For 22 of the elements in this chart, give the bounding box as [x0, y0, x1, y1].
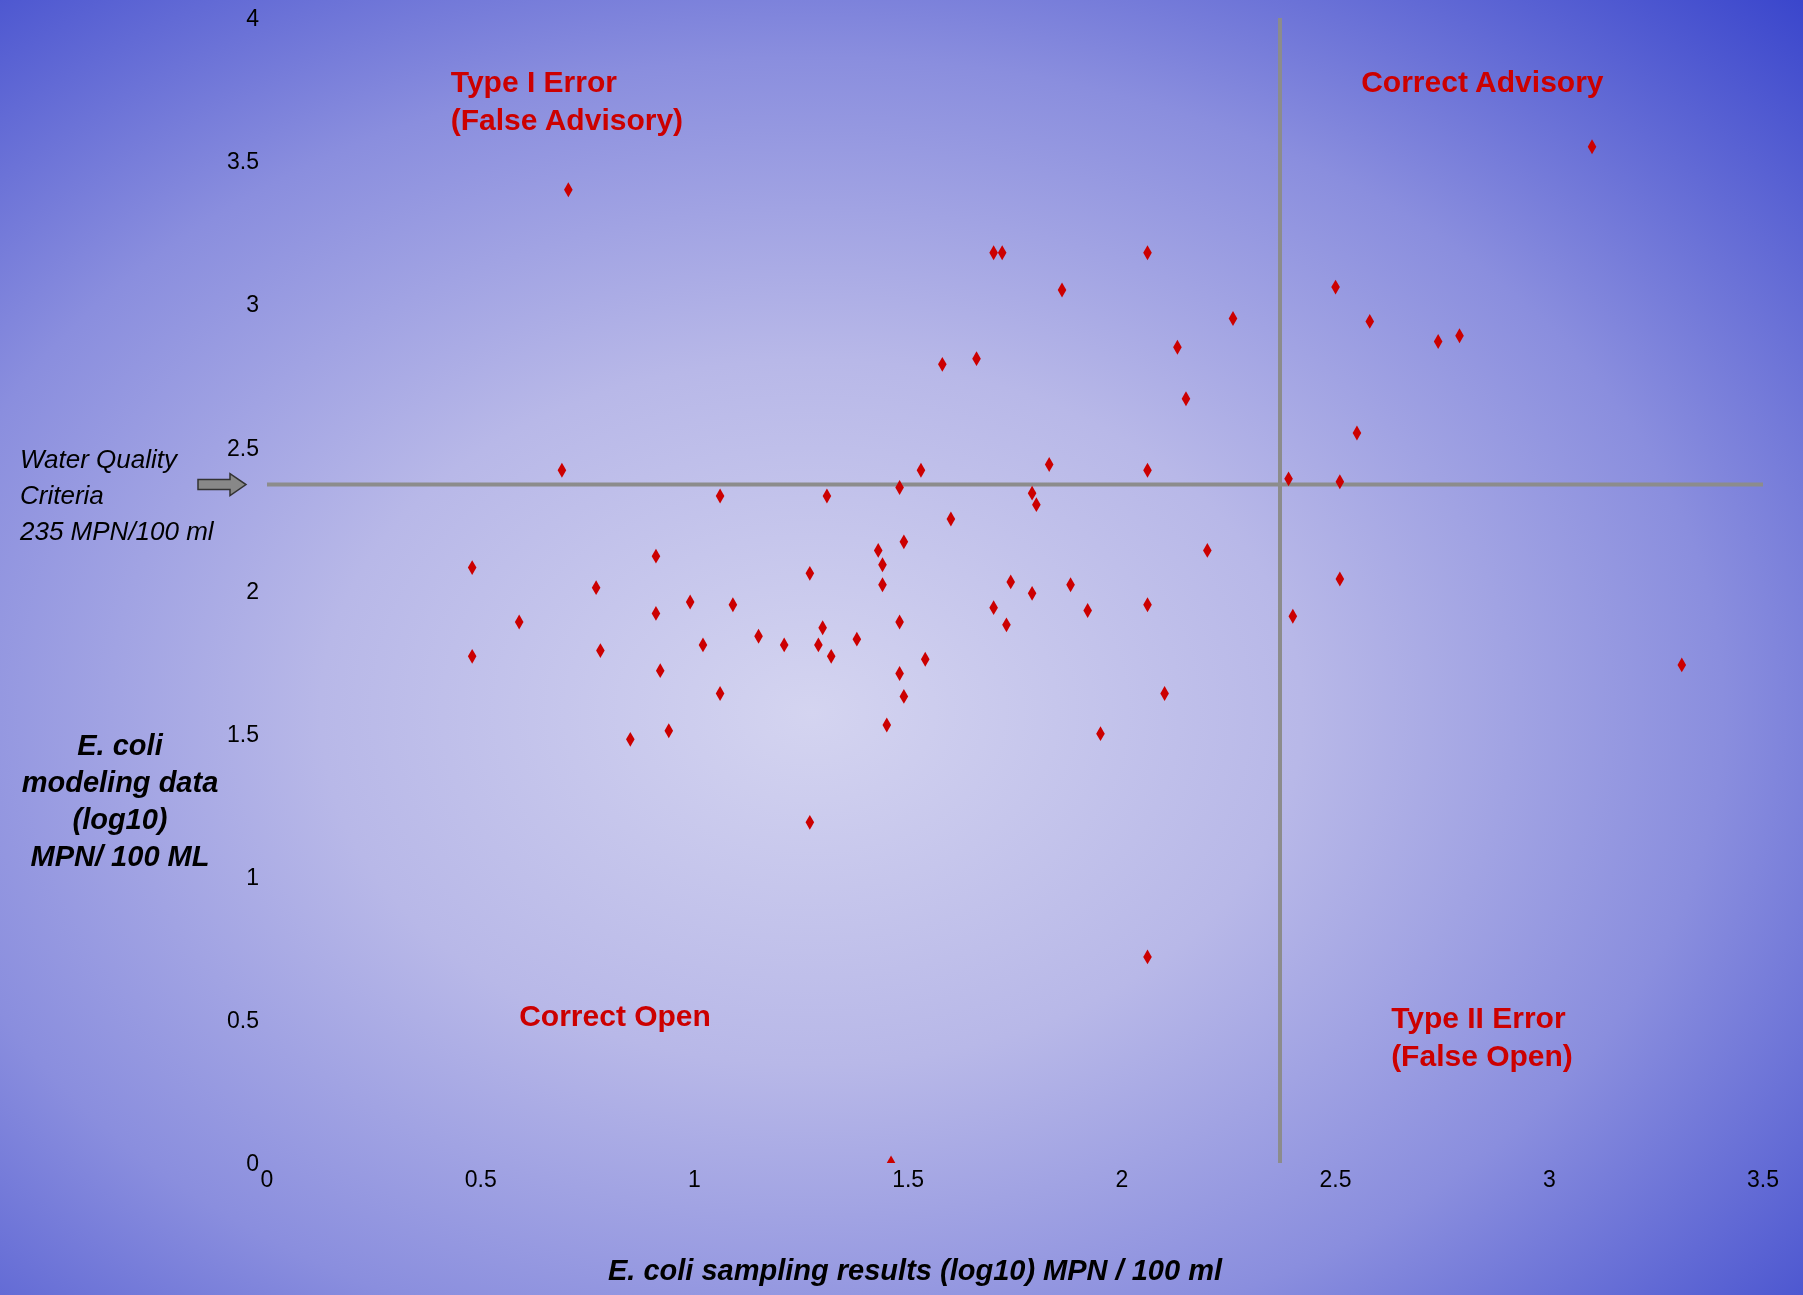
y-tick-label: 3	[246, 291, 259, 318]
annotation: Type I Error (False Advisory)	[450, 65, 684, 137]
x-tick-label: 3.5	[1747, 1166, 1779, 1193]
y-tick-label: 2.5	[227, 434, 259, 461]
ref-line-label: Water Quality Criteria 235 MPN/100 ml	[19, 443, 215, 546]
annotation: Correct Advisory	[1361, 65, 1604, 99]
x-tick-label: 1	[688, 1166, 701, 1193]
annotation: Correct Open	[519, 998, 711, 1032]
y-tick-label: 3.5	[227, 148, 259, 175]
x-tick-label: 3	[1542, 1166, 1556, 1193]
y-axis-title: E. coli modeling data (log10) MPN/ 100 ML	[21, 729, 219, 872]
y-tick-label: 4	[246, 5, 260, 32]
y-tick-label: 1.5	[227, 720, 259, 747]
y-tick-label: 2	[246, 577, 259, 604]
x-tick-label: 2	[1115, 1166, 1129, 1193]
x-tick-label: 1.5	[892, 1166, 925, 1193]
y-tick-label: 1	[246, 863, 259, 890]
annotation: Type II Error (False Open)	[1391, 1001, 1573, 1073]
x-axis-title: E. coli sampling results (log10) MPN / 100 ml	[608, 1254, 1223, 1286]
x-tick-label: 2.5	[1319, 1166, 1352, 1193]
x-tick-label: 0.5	[464, 1166, 497, 1193]
y-tick-label: 0.5	[227, 1007, 259, 1034]
